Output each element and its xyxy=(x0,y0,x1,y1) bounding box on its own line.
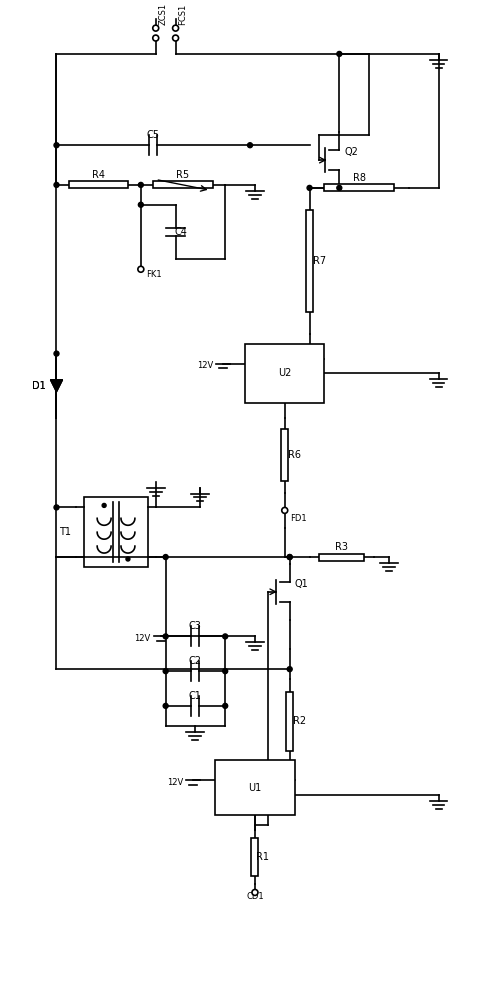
Text: T1: T1 xyxy=(60,527,72,537)
Bar xyxy=(282,429,288,481)
Text: 12V: 12V xyxy=(134,634,151,643)
Text: D1: D1 xyxy=(32,381,46,391)
Text: C5: C5 xyxy=(146,130,160,140)
Bar xyxy=(84,497,148,567)
Text: R3: R3 xyxy=(336,542,348,552)
Circle shape xyxy=(222,669,228,674)
Text: D1: D1 xyxy=(32,381,46,391)
Circle shape xyxy=(248,143,252,148)
Text: CD1: CD1 xyxy=(246,892,264,901)
Text: R7: R7 xyxy=(313,256,326,266)
Text: R1: R1 xyxy=(256,852,270,862)
Text: 12V: 12V xyxy=(168,778,184,787)
Circle shape xyxy=(287,667,292,672)
Circle shape xyxy=(163,703,168,708)
Text: 12V: 12V xyxy=(197,361,214,370)
Circle shape xyxy=(337,51,342,56)
Circle shape xyxy=(307,185,312,190)
Circle shape xyxy=(153,25,158,31)
Circle shape xyxy=(163,669,168,674)
Polygon shape xyxy=(50,380,62,392)
Circle shape xyxy=(222,634,228,639)
Circle shape xyxy=(252,889,258,895)
Circle shape xyxy=(102,503,106,507)
Bar xyxy=(324,184,394,191)
Circle shape xyxy=(337,185,342,190)
Bar xyxy=(306,210,313,312)
Circle shape xyxy=(163,555,168,560)
Text: R4: R4 xyxy=(92,170,105,180)
Bar xyxy=(245,344,324,403)
Bar xyxy=(69,181,128,188)
Text: ZCS1: ZCS1 xyxy=(158,3,168,25)
Text: R6: R6 xyxy=(288,450,301,460)
Circle shape xyxy=(172,25,178,31)
Circle shape xyxy=(54,505,59,510)
Circle shape xyxy=(172,35,178,41)
Circle shape xyxy=(138,182,143,187)
Text: FCS1: FCS1 xyxy=(178,4,188,25)
Text: U2: U2 xyxy=(278,368,291,378)
Bar xyxy=(319,554,364,561)
Text: U1: U1 xyxy=(248,783,262,793)
Text: C1: C1 xyxy=(189,691,202,701)
Text: FK1: FK1 xyxy=(146,270,162,279)
Text: R5: R5 xyxy=(176,170,190,180)
Circle shape xyxy=(163,634,168,639)
Text: C4: C4 xyxy=(174,227,187,237)
Circle shape xyxy=(138,202,143,207)
Circle shape xyxy=(54,351,59,356)
Circle shape xyxy=(54,182,59,187)
Circle shape xyxy=(54,143,59,148)
Polygon shape xyxy=(50,380,62,392)
Text: R2: R2 xyxy=(293,716,306,726)
Text: Q2: Q2 xyxy=(344,147,358,157)
Text: C2: C2 xyxy=(189,656,202,666)
Bar xyxy=(154,181,212,188)
Bar xyxy=(216,760,294,815)
Text: R8: R8 xyxy=(352,173,366,183)
Bar xyxy=(286,692,293,751)
Circle shape xyxy=(153,35,158,41)
Bar xyxy=(252,838,258,876)
Text: C3: C3 xyxy=(189,621,202,631)
Circle shape xyxy=(282,507,288,513)
Circle shape xyxy=(287,555,292,560)
Circle shape xyxy=(126,557,130,561)
Circle shape xyxy=(138,266,144,272)
Text: FD1: FD1 xyxy=(290,514,306,523)
Text: Q1: Q1 xyxy=(294,579,308,589)
Circle shape xyxy=(287,555,292,560)
Circle shape xyxy=(222,703,228,708)
